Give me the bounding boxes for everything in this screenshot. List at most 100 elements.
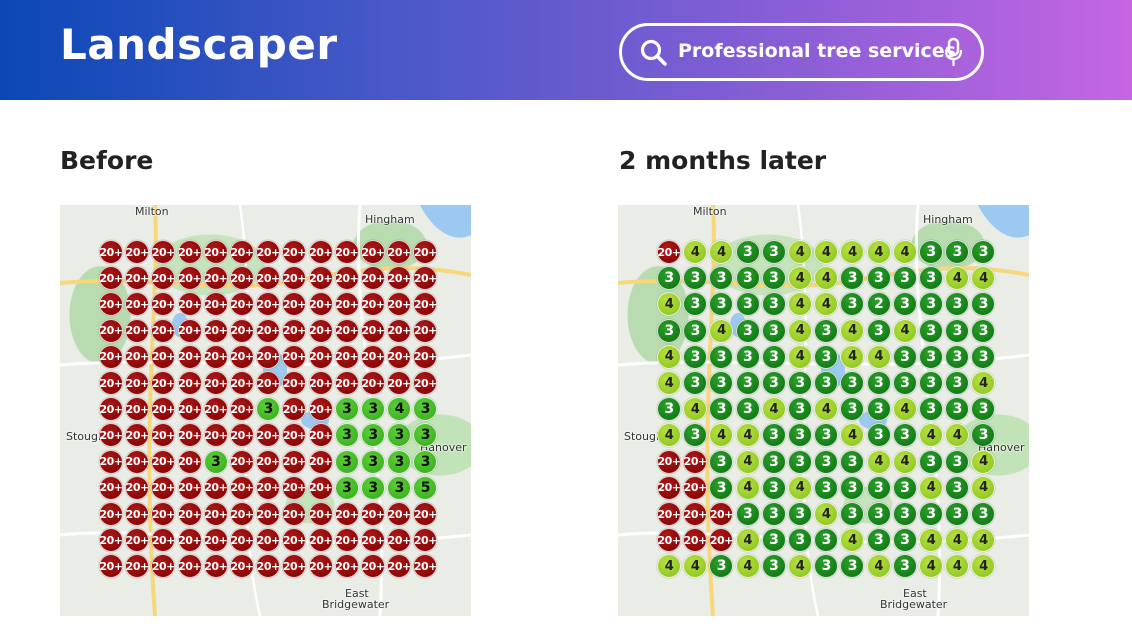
rank-pin: 20+ <box>387 344 411 369</box>
rank-pin: 20+ <box>413 502 437 526</box>
rank-pin: 20+ <box>99 292 123 317</box>
rank-pin: 20+ <box>230 292 254 317</box>
rank-pin: 3 <box>387 475 412 500</box>
search-box[interactable]: Professional tree services <box>619 23 984 81</box>
rank-pin: 3 <box>761 318 786 343</box>
rank-pin: 3 <box>866 502 891 526</box>
mic-icon[interactable] <box>943 37 965 69</box>
rank-pin: 3 <box>683 344 708 369</box>
rank-pin: 20+ <box>361 318 385 343</box>
rank-pin: 20+ <box>387 554 411 579</box>
rank-pin: 4 <box>919 528 943 553</box>
rank-pin: 3 <box>892 554 917 579</box>
rank-pin: 20+ <box>177 240 202 264</box>
rank-pin: 20+ <box>203 240 228 264</box>
rank-pin: 3 <box>788 502 812 526</box>
map-label: East <box>345 587 369 600</box>
rank-pin: 20+ <box>256 371 280 395</box>
rank-pin: 3 <box>892 266 917 291</box>
rank-pin: 4 <box>657 554 681 579</box>
rank-pin: 3 <box>761 528 786 553</box>
rank-pin: 4 <box>683 397 708 422</box>
rank-pin: 3 <box>761 554 786 579</box>
rank-pin: 3 <box>866 371 891 395</box>
map-label: East <box>903 587 927 600</box>
rank-pin: 4 <box>919 554 943 579</box>
rank-pin: 3 <box>657 397 681 422</box>
rank-pin: 3 <box>761 344 786 369</box>
rank-pin: 20+ <box>413 344 437 369</box>
rank-pin: 20+ <box>387 292 411 317</box>
rank-pin: 20+ <box>203 397 228 422</box>
rank-pin: 3 <box>788 528 812 553</box>
header: Landscaper Professional tree services <box>0 0 1132 100</box>
rank-pin: 20+ <box>99 423 123 448</box>
rank-pin: 20+ <box>282 318 306 343</box>
rank-pin: 3 <box>919 371 943 395</box>
rank-pin: 20+ <box>282 266 306 291</box>
rank-pin: 3 <box>840 554 865 579</box>
rank-pin: 3 <box>945 449 970 474</box>
rank-pin: 4 <box>866 449 891 474</box>
rank-pin: 20+ <box>99 397 123 422</box>
rank-pin: 3 <box>387 423 412 448</box>
rank-pin: 20+ <box>256 528 280 553</box>
rank-pin: 3 <box>892 502 917 526</box>
rank-pin: 3 <box>814 475 839 500</box>
rank-pin: 20+ <box>151 475 175 500</box>
rank-pin: 20+ <box>177 292 202 317</box>
rank-pin: 2 <box>866 292 891 317</box>
rank-pin: 20+ <box>308 344 333 369</box>
rank-pin: 4 <box>814 240 839 264</box>
rank-pin: 3 <box>788 449 812 474</box>
rank-pin: 3 <box>840 266 865 291</box>
rank-pin: 20+ <box>230 397 254 422</box>
rank-pin: 20+ <box>99 449 123 474</box>
rank-pin: 20+ <box>99 554 123 579</box>
rank-pin: 20+ <box>282 423 306 448</box>
rank-pin: 3 <box>919 318 943 343</box>
map-label: Milton <box>693 205 727 218</box>
rank-pin: 4 <box>866 344 891 369</box>
rank-pin: 3 <box>892 528 917 553</box>
rank-pin: 20+ <box>308 423 333 448</box>
rank-pin: 4 <box>657 344 681 369</box>
rank-pin: 3 <box>892 292 917 317</box>
rank-pin: 20+ <box>282 449 306 474</box>
rank-pin: 3 <box>866 528 891 553</box>
rank-pin: 20+ <box>177 344 202 369</box>
rank-pin: 4 <box>657 371 681 395</box>
rank-pin: 20+ <box>256 344 280 369</box>
rank-pin: 3 <box>709 449 734 474</box>
rank-pin: 3 <box>866 475 891 500</box>
rank-pin: 3 <box>361 449 385 474</box>
rank-pin: 4 <box>945 266 970 291</box>
rank-pin: 4 <box>840 528 865 553</box>
rank-pin: 3 <box>709 397 734 422</box>
rank-pin: 3 <box>945 344 970 369</box>
rank-pin: 4 <box>971 475 996 500</box>
rank-pin: 20+ <box>99 266 123 291</box>
rank-pin: 20+ <box>308 554 333 579</box>
rank-pin: 20+ <box>151 423 175 448</box>
rank-pin: 3 <box>709 344 734 369</box>
rank-pin: 3 <box>709 475 734 500</box>
rank-pin: 3 <box>892 344 917 369</box>
rank-pin: 20+ <box>151 292 175 317</box>
rank-pin: 3 <box>814 449 839 474</box>
rank-pin: 20+ <box>413 318 437 343</box>
rank-pin: 4 <box>683 240 708 264</box>
rank-pin: 3 <box>971 397 996 422</box>
rank-pin: 3 <box>866 318 891 343</box>
rank-pin: 20+ <box>657 502 681 526</box>
rank-pin: 20+ <box>230 475 254 500</box>
rank-pin: 20+ <box>177 528 202 553</box>
rank-pin: 20+ <box>125 475 149 500</box>
rank-pin: 20+ <box>256 423 280 448</box>
rank-pin: 20+ <box>203 554 228 579</box>
rank-pin: 3 <box>709 554 734 579</box>
rank-pin: 3 <box>657 266 681 291</box>
rank-pin: 20+ <box>125 240 149 264</box>
rank-pin: 20+ <box>282 554 306 579</box>
rank-pin: 4 <box>945 528 970 553</box>
